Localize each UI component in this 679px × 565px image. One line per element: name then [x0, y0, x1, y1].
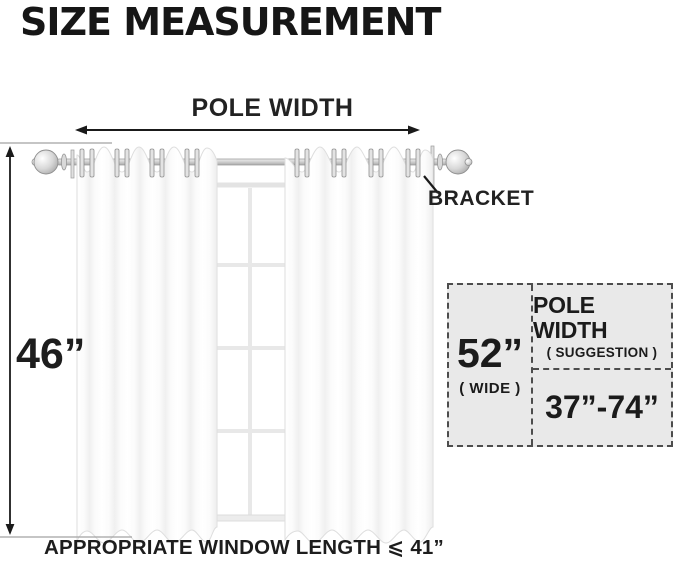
pole-width-title: POLE WIDTH: [533, 292, 608, 343]
grommet: [79, 148, 95, 178]
curtain-length-arrow: [0, 142, 132, 538]
pole-width-range-cell: 37”-74”: [533, 370, 671, 445]
bracket-pointer-line: [423, 175, 439, 194]
pole-width-subtitle: ( SUGGESTION ): [546, 344, 658, 360]
curtain-panel-right: [284, 146, 434, 544]
grommet: [405, 148, 421, 178]
grommets: [79, 148, 421, 178]
panel-width-cell: 52” ( WIDE ): [449, 285, 533, 445]
pole-width-suggestion-cell: POLE WIDTH ( SUGGESTION ): [533, 285, 671, 370]
page-title: SIZE MEASUREMENT: [20, 0, 441, 44]
pole-width-label: POLE WIDTH: [191, 94, 354, 122]
panel-width-value: 52”: [456, 330, 524, 376]
window: [204, 182, 296, 522]
window-sill: [204, 514, 296, 522]
curtain-length-label: 46”: [16, 330, 86, 378]
curtain-panel-left: [76, 146, 218, 544]
grommet: [294, 148, 310, 178]
finial-ball-left: [33, 149, 59, 175]
grommet: [184, 148, 200, 178]
grommet: [331, 148, 347, 178]
pole-width-range: 37”-74”: [545, 389, 659, 425]
pole-width-arrow: [75, 125, 420, 135]
size-suggestion-box: 52” ( WIDE ) POLE WIDTH ( SUGGESTION ) 3…: [447, 283, 673, 447]
panel-width-note: ( WIDE ): [459, 380, 521, 397]
bracket-label: BRACKET: [428, 187, 535, 210]
grommet: [368, 148, 384, 178]
grommet: [149, 148, 165, 178]
finial-cap-right: [464, 158, 473, 166]
window-length-note: APPROPRIATE WINDOW LENGTH ⩽ 41”: [44, 536, 444, 559]
grommet: [114, 148, 130, 178]
bracket-left: [70, 149, 75, 179]
